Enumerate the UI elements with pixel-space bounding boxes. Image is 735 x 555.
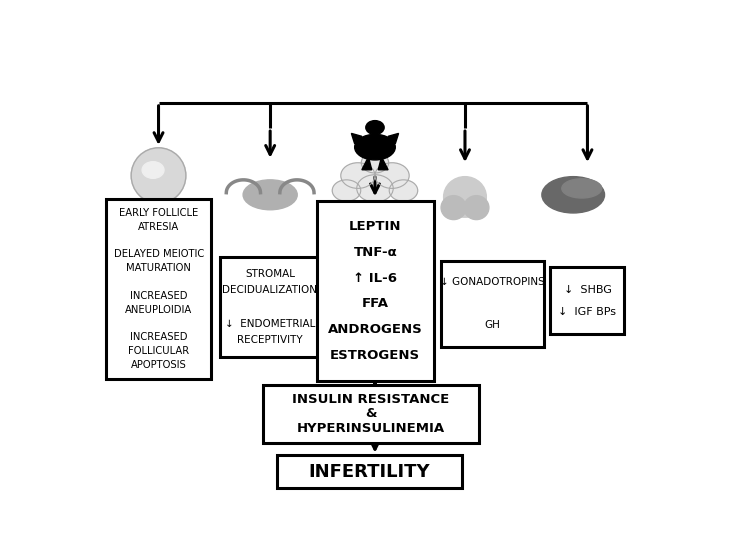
Text: ↑ IL-6: ↑ IL-6 — [354, 271, 397, 285]
Text: EARLY FOLLICLE: EARLY FOLLICLE — [119, 208, 198, 218]
Ellipse shape — [542, 176, 604, 213]
FancyBboxPatch shape — [551, 268, 625, 334]
Ellipse shape — [142, 162, 164, 178]
Polygon shape — [379, 157, 388, 170]
FancyBboxPatch shape — [220, 257, 320, 357]
Ellipse shape — [243, 180, 297, 210]
Text: INCREASED: INCREASED — [130, 332, 187, 342]
Text: ↓  IGF BPs: ↓ IGF BPs — [559, 306, 617, 316]
Circle shape — [341, 163, 375, 188]
Text: TNF-α: TNF-α — [354, 246, 397, 259]
Text: HYPERINSULINEMIA: HYPERINSULINEMIA — [297, 422, 445, 435]
Text: APOPTOSIS: APOPTOSIS — [131, 360, 187, 370]
Text: RECEPTIVITY: RECEPTIVITY — [237, 335, 303, 345]
Circle shape — [356, 175, 393, 202]
Text: ↓ GONADOTROPINS: ↓ GONADOTROPINS — [440, 278, 545, 287]
Polygon shape — [388, 133, 398, 144]
Text: &: & — [365, 407, 377, 420]
Text: DECIDUALIZATION: DECIDUALIZATION — [223, 285, 318, 295]
Text: DELAYED MEIOTIC: DELAYED MEIOTIC — [114, 249, 204, 259]
Text: STROMAL: STROMAL — [245, 269, 295, 279]
Text: ↓  SHBG: ↓ SHBG — [564, 285, 612, 295]
FancyBboxPatch shape — [317, 201, 434, 381]
Circle shape — [390, 180, 417, 201]
FancyBboxPatch shape — [106, 199, 212, 379]
Circle shape — [366, 120, 384, 134]
Text: FFA: FFA — [362, 297, 389, 310]
FancyBboxPatch shape — [441, 261, 544, 346]
FancyBboxPatch shape — [263, 385, 479, 443]
Ellipse shape — [355, 134, 395, 160]
Circle shape — [362, 153, 389, 173]
Ellipse shape — [441, 196, 466, 220]
Ellipse shape — [444, 176, 487, 217]
Ellipse shape — [562, 179, 602, 198]
Text: ESTROGENS: ESTROGENS — [330, 349, 420, 361]
Circle shape — [375, 163, 409, 188]
Text: INSULIN RESISTANCE: INSULIN RESISTANCE — [293, 393, 450, 406]
Text: ATRESIA: ATRESIA — [138, 221, 179, 231]
Text: ↓  ENDOMETRIAL: ↓ ENDOMETRIAL — [225, 319, 315, 329]
Text: ANEUPLOIDIA: ANEUPLOIDIA — [125, 305, 193, 315]
Text: LEPTIN: LEPTIN — [349, 220, 401, 233]
Text: GH: GH — [484, 320, 501, 330]
Text: MATURATION: MATURATION — [126, 263, 191, 273]
Text: FOLLICULAR: FOLLICULAR — [128, 346, 190, 356]
Text: INCREASED: INCREASED — [130, 291, 187, 301]
Polygon shape — [362, 157, 372, 170]
Polygon shape — [351, 133, 362, 144]
Ellipse shape — [464, 196, 489, 220]
Ellipse shape — [131, 148, 186, 203]
FancyBboxPatch shape — [277, 456, 462, 487]
Text: ANDROGENS: ANDROGENS — [328, 323, 423, 336]
Circle shape — [332, 180, 361, 201]
Text: INFERTILITY: INFERTILITY — [309, 462, 431, 481]
